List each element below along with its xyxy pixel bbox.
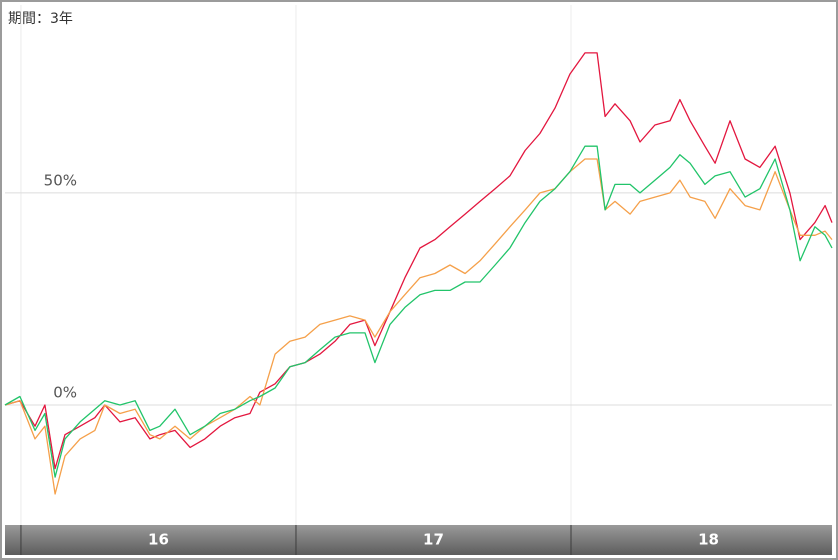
line-series bbox=[4, 158, 833, 495]
line-series bbox=[4, 145, 833, 478]
x-tick-label: 16 bbox=[148, 531, 169, 549]
x-tick-label: 18 bbox=[698, 531, 719, 549]
chart-title: 期間：3年 bbox=[8, 11, 73, 27]
line-series bbox=[4, 52, 833, 470]
y-tick-label: 50% bbox=[44, 171, 77, 189]
x-axis-bar bbox=[5, 525, 832, 555]
x-tick-label: 17 bbox=[423, 531, 444, 549]
y-tick-label: 0% bbox=[53, 383, 77, 401]
